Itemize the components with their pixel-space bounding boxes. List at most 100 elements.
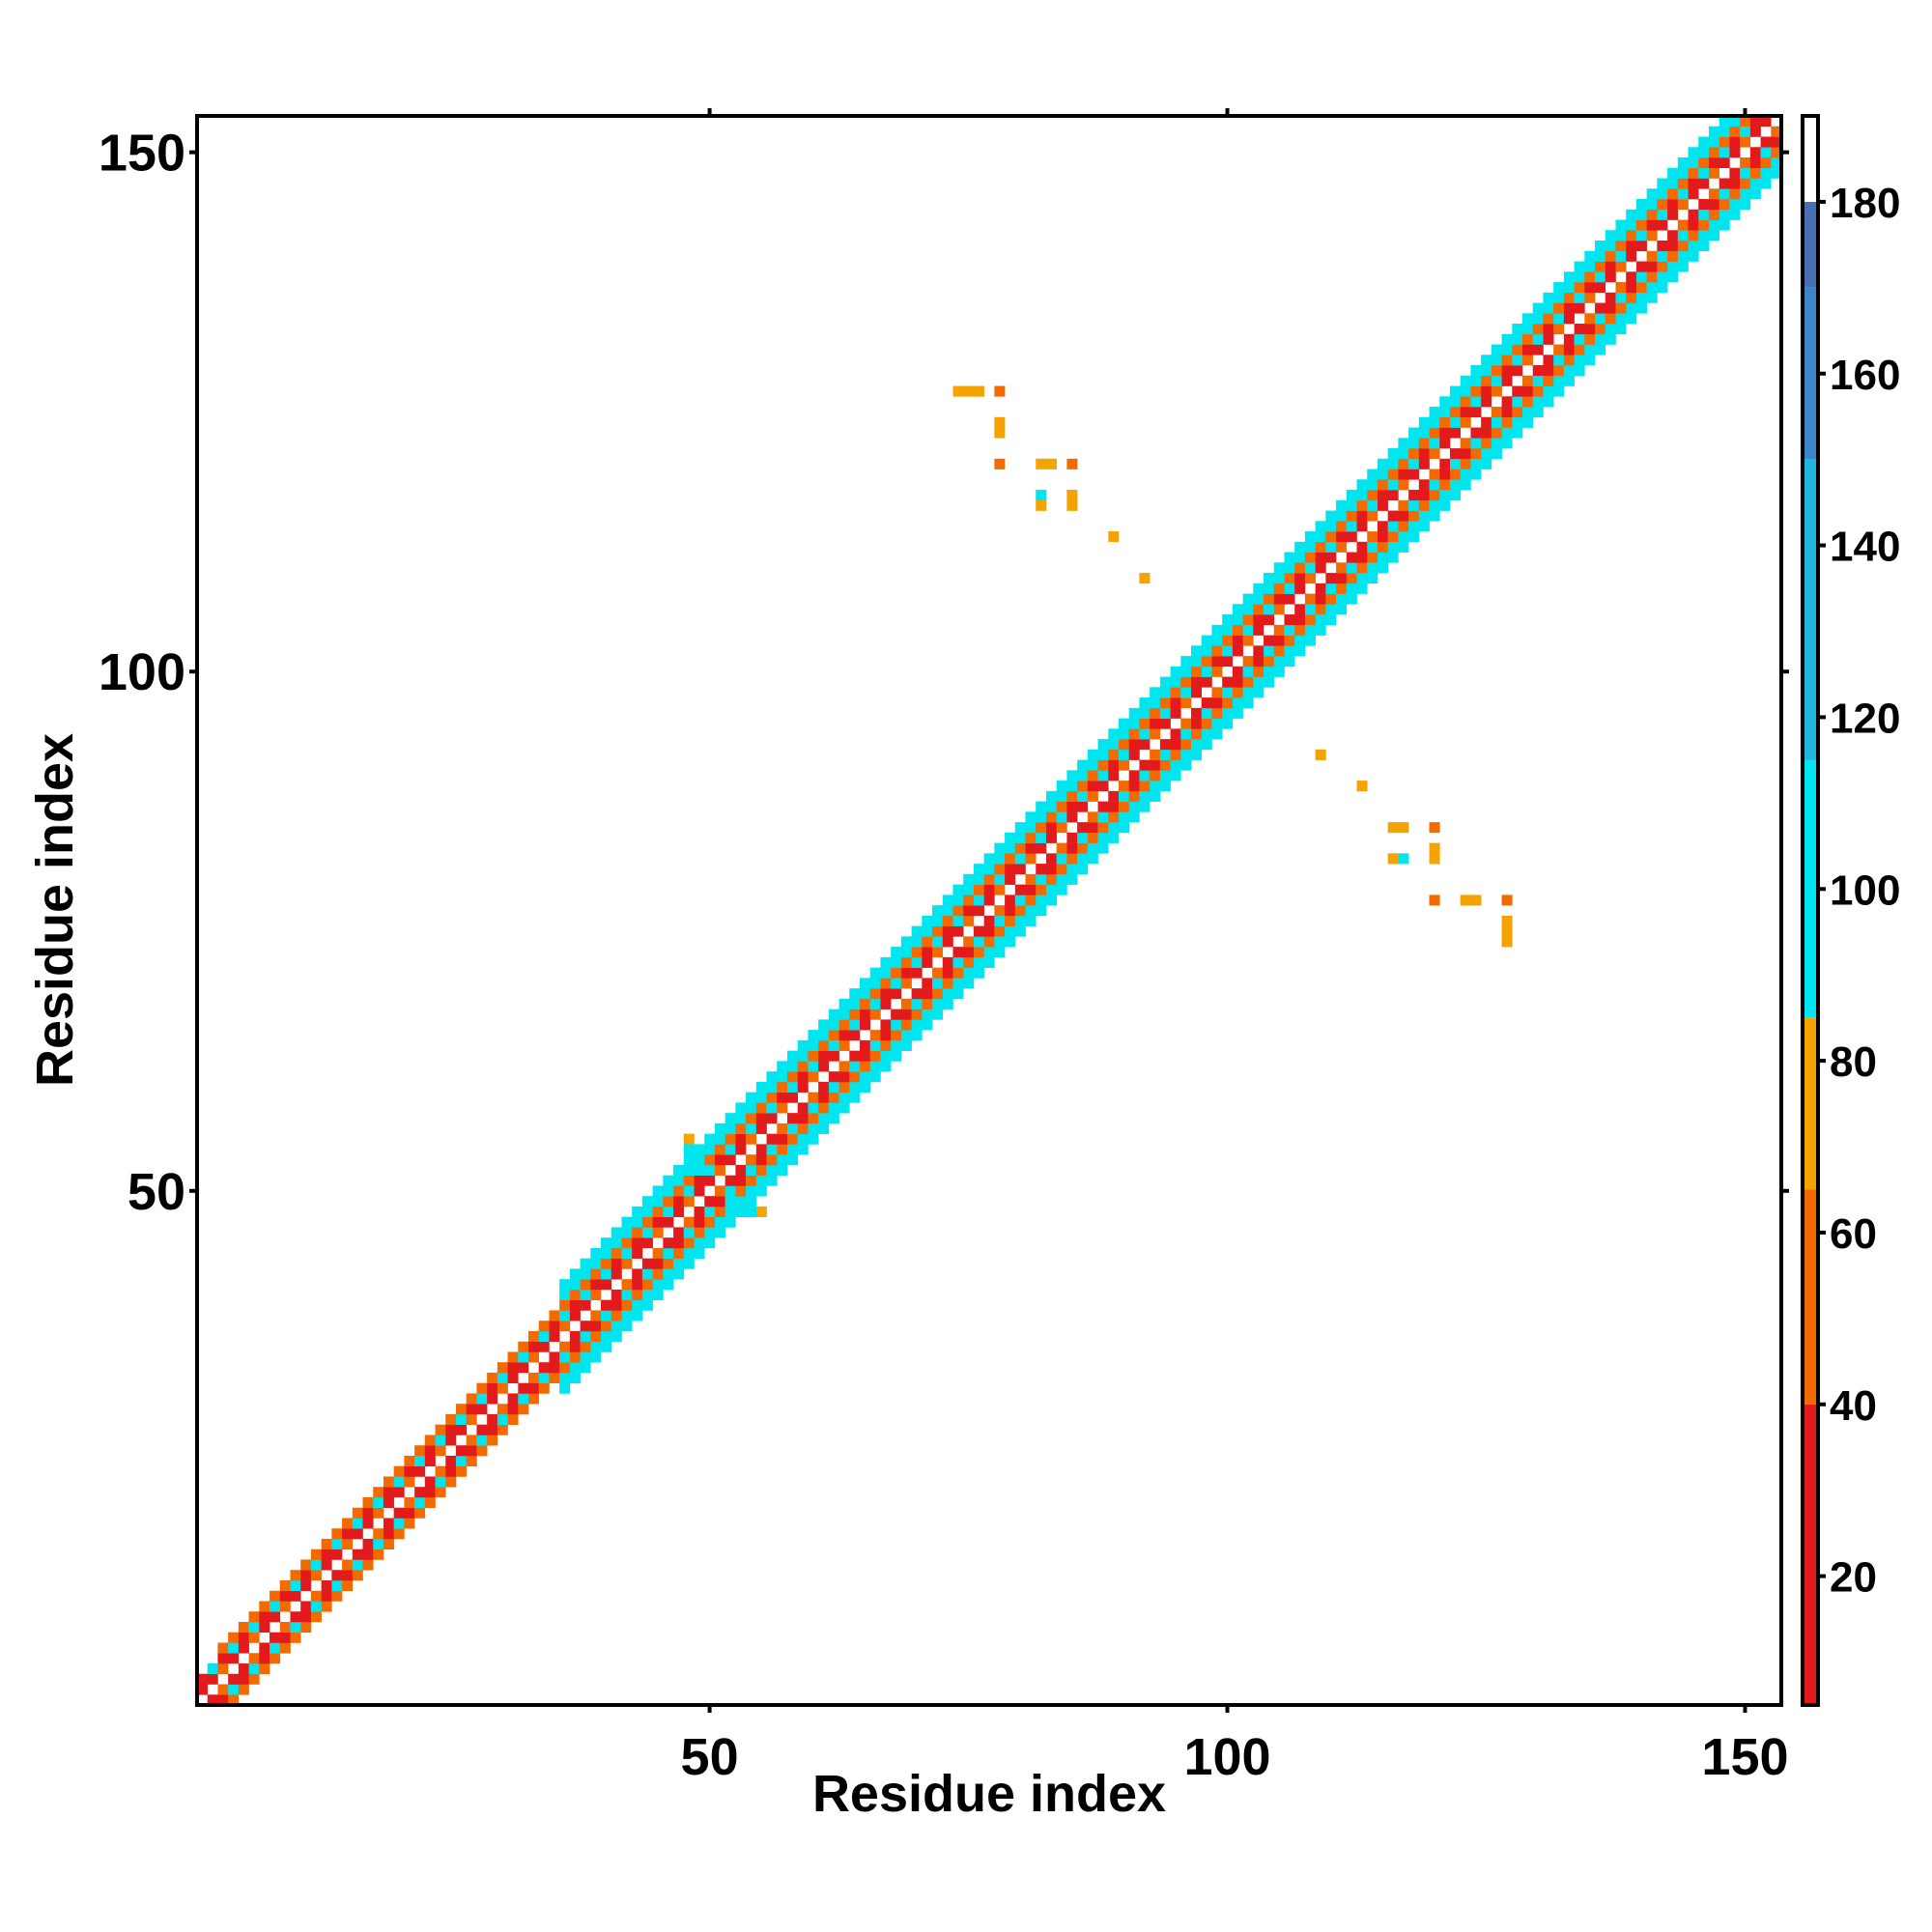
colorbar-band bbox=[1804, 201, 1816, 288]
contact-cell bbox=[1481, 396, 1492, 408]
contact-cell bbox=[1377, 531, 1388, 543]
contact-cell bbox=[518, 1404, 529, 1415]
contact-cell bbox=[362, 1507, 374, 1519]
contact-cell bbox=[331, 1548, 343, 1560]
contact-cell bbox=[1543, 324, 1554, 335]
contact-cell bbox=[1698, 241, 1710, 252]
contact-cell bbox=[869, 1050, 881, 1062]
contact-cell bbox=[869, 1039, 881, 1051]
contact-cell bbox=[1087, 832, 1098, 843]
contact-cell bbox=[1635, 261, 1647, 272]
contact-cell bbox=[1087, 759, 1098, 771]
contact-cell bbox=[528, 1341, 540, 1352]
contact-cell bbox=[1315, 562, 1326, 574]
contact-cell bbox=[652, 1268, 664, 1280]
contact-cell bbox=[1512, 365, 1523, 377]
contact-cell bbox=[424, 1435, 436, 1446]
contact-cell bbox=[1635, 302, 1647, 314]
contact-cell bbox=[1118, 790, 1130, 802]
contact-cell bbox=[922, 936, 933, 948]
contact-cell bbox=[569, 1289, 581, 1300]
contact-cell bbox=[1522, 385, 1534, 397]
contact-cell bbox=[994, 416, 1006, 428]
contact-cell bbox=[963, 385, 975, 397]
contact-cell bbox=[1304, 624, 1316, 636]
colorbar-tick-label: 120 bbox=[1830, 695, 1900, 742]
contact-cell bbox=[1325, 510, 1337, 522]
contact-cell bbox=[1294, 541, 1306, 553]
contact-cell bbox=[1532, 344, 1544, 355]
contact-cell bbox=[1367, 479, 1378, 491]
contact-cell bbox=[1708, 136, 1719, 148]
contact-cell bbox=[828, 1081, 839, 1093]
contact-cell bbox=[704, 1133, 716, 1145]
contact-cell bbox=[1056, 790, 1067, 802]
contact-cell bbox=[1429, 407, 1440, 418]
contact-cell bbox=[1191, 687, 1203, 698]
contact-cell bbox=[590, 1351, 602, 1363]
contact-cell bbox=[404, 1455, 415, 1467]
contact-cell bbox=[1595, 282, 1606, 294]
contact-cell bbox=[342, 1528, 354, 1540]
contact-cell bbox=[838, 1030, 850, 1041]
contact-cell bbox=[880, 978, 892, 989]
contact-cell bbox=[860, 1019, 871, 1031]
contact-cell bbox=[1729, 167, 1741, 179]
contact-cell bbox=[1595, 250, 1606, 262]
contact-cell bbox=[1170, 707, 1181, 719]
contact-cell bbox=[797, 1071, 809, 1083]
contact-cell bbox=[1242, 666, 1254, 677]
contact-cell bbox=[828, 1019, 839, 1031]
contact-cell bbox=[1719, 147, 1730, 158]
contact-cell bbox=[911, 925, 923, 937]
contact-cell bbox=[1377, 499, 1388, 511]
contact-cell bbox=[1740, 136, 1751, 148]
contact-cell bbox=[1222, 718, 1234, 729]
contact-cell bbox=[838, 1039, 850, 1051]
contact-cell bbox=[1005, 895, 1016, 906]
contact-cell bbox=[1418, 510, 1430, 522]
contact-cell bbox=[1749, 116, 1761, 128]
contact-cell bbox=[352, 1559, 363, 1571]
contact-cell bbox=[238, 1621, 249, 1634]
contact-cell bbox=[1056, 864, 1067, 875]
contact-cell bbox=[1646, 292, 1658, 303]
contact-cell bbox=[1264, 676, 1275, 688]
contact-cell bbox=[404, 1518, 415, 1529]
contact-cell bbox=[1118, 718, 1130, 729]
colorbar-frame bbox=[1801, 114, 1820, 1707]
contact-cell bbox=[497, 1404, 508, 1415]
contact-cell bbox=[641, 1299, 653, 1311]
contact-cell bbox=[746, 1206, 757, 1217]
contact-cell bbox=[849, 1092, 861, 1103]
contact-cell bbox=[1512, 333, 1523, 345]
contact-cell bbox=[1325, 593, 1337, 605]
contact-cell bbox=[714, 1144, 725, 1155]
contact-cell bbox=[1501, 407, 1513, 418]
contact-cell bbox=[1232, 614, 1243, 626]
contact-cell bbox=[663, 1185, 674, 1197]
contact-cell bbox=[1304, 635, 1316, 646]
contact-cell bbox=[1543, 385, 1554, 397]
contact-cell bbox=[1346, 573, 1357, 584]
contact-cell bbox=[1242, 593, 1254, 605]
contact-cell bbox=[373, 1528, 384, 1540]
contact-cell bbox=[1077, 822, 1089, 834]
contact-cell bbox=[424, 1476, 436, 1488]
contact-cell bbox=[808, 1122, 819, 1134]
contact-cell bbox=[932, 1009, 944, 1020]
contact-cell bbox=[1387, 479, 1399, 491]
contact-cell bbox=[1005, 842, 1016, 854]
contact-cell bbox=[900, 1009, 912, 1020]
contact-cell bbox=[1449, 458, 1462, 469]
contact-cell bbox=[983, 925, 995, 937]
contact-cell bbox=[590, 1289, 602, 1300]
contact-cell bbox=[1211, 656, 1223, 668]
contact-cell bbox=[1408, 448, 1420, 460]
contact-cell bbox=[1201, 656, 1212, 668]
contact-cell bbox=[683, 1258, 695, 1269]
contact-cell bbox=[963, 967, 975, 979]
y-tick-label: 150 bbox=[99, 125, 185, 183]
contact-cell bbox=[1543, 375, 1554, 386]
contact-cell bbox=[1719, 209, 1730, 220]
